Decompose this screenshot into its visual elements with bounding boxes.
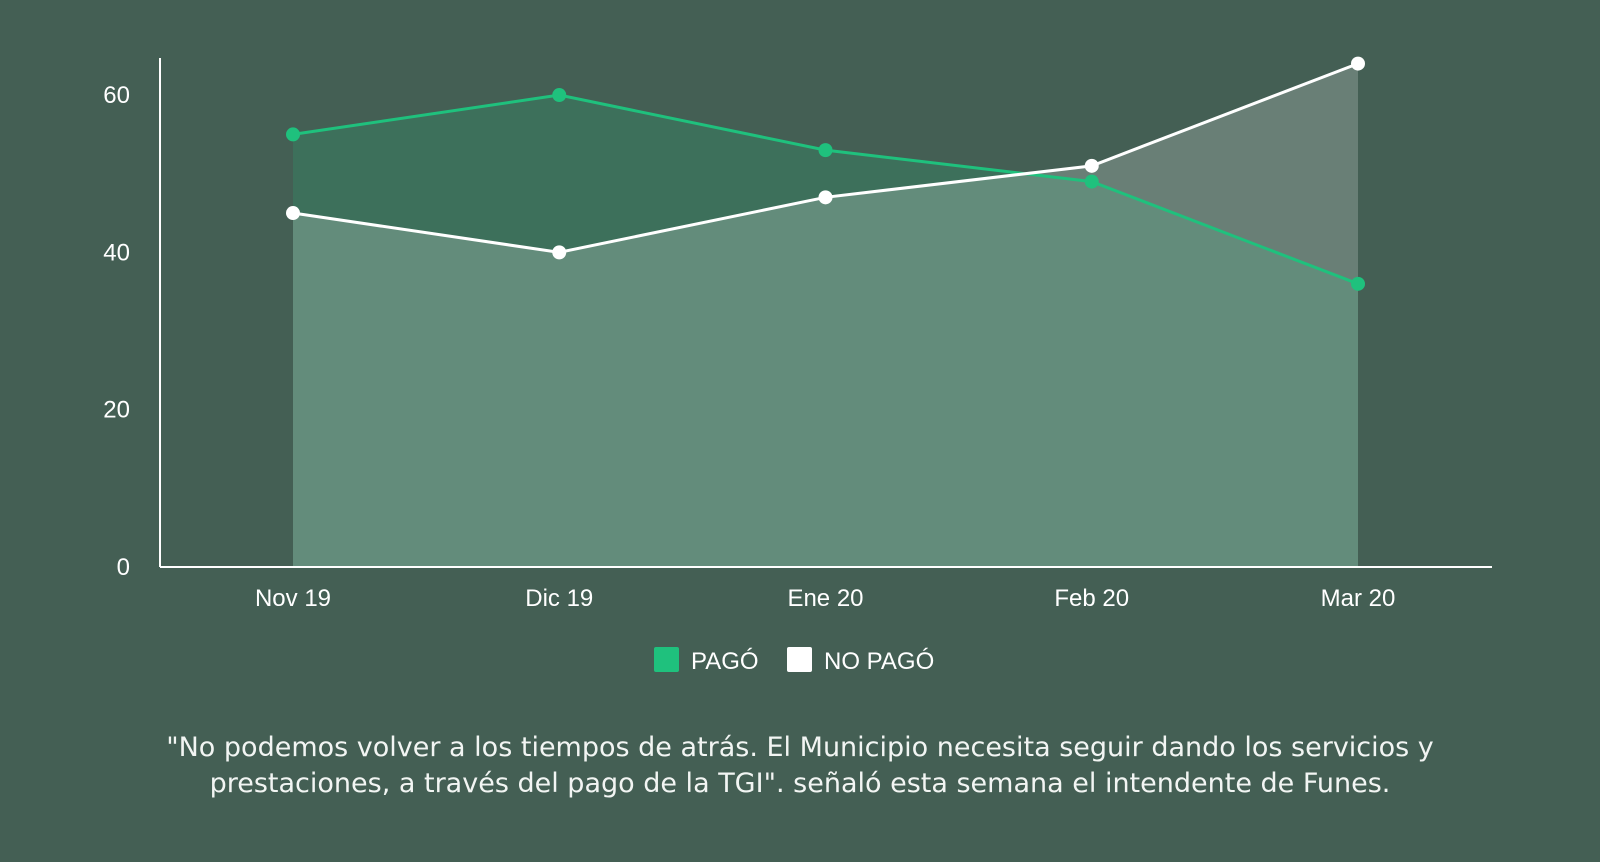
point-no-pago-1 <box>552 245 567 260</box>
x-tick-label: Dic 19 <box>525 585 593 612</box>
area-series-no-pago <box>293 63 1358 567</box>
chart-axes <box>159 58 1492 568</box>
chart-tick-labels: 0 20 40 60 Nov 19 Dic 19 Ene 20 Feb 20 Mar 20 <box>103 82 1395 612</box>
y-tick-label: 60 <box>103 82 130 109</box>
point-no-pago-3 <box>1084 158 1099 173</box>
y-tick-label: 20 <box>103 397 130 424</box>
legend-swatch-no-pago <box>787 647 812 672</box>
point-no-pago-4 <box>1351 56 1365 71</box>
point-pago-0 <box>286 127 300 142</box>
point-no-pago-0 <box>286 206 300 221</box>
chart-caption: "No podemos volver a los tiempos de atrá… <box>166 732 1434 799</box>
point-pago-4 <box>1351 276 1365 291</box>
legend-label-no-pago: NO PAGÓ <box>824 648 934 675</box>
x-tick-label: Ene 20 <box>787 585 863 612</box>
chart-points <box>286 56 1365 291</box>
point-pago-2 <box>818 143 833 158</box>
area-chart: 0 20 40 60 Nov 19 Dic 19 Ene 20 Feb 20 Mar 20 PA… <box>103 56 1492 675</box>
point-pago-3 <box>1084 174 1099 189</box>
legend-label-pago: PAGÓ <box>691 648 759 675</box>
chart-areas <box>293 63 1358 568</box>
x-tick-label: Nov 19 <box>255 585 331 612</box>
point-no-pago-2 <box>818 190 833 205</box>
y-tick-label: 0 <box>117 554 130 581</box>
point-pago-1 <box>552 88 567 103</box>
x-tick-label: Feb 20 <box>1054 585 1129 612</box>
y-tick-label: 40 <box>103 239 130 266</box>
area-series-pago <box>293 95 1358 568</box>
x-tick-label: Mar 20 <box>1321 585 1396 612</box>
legend-swatch-pago <box>654 647 679 672</box>
legend: PAGÓ NO PAGÓ <box>654 647 934 675</box>
